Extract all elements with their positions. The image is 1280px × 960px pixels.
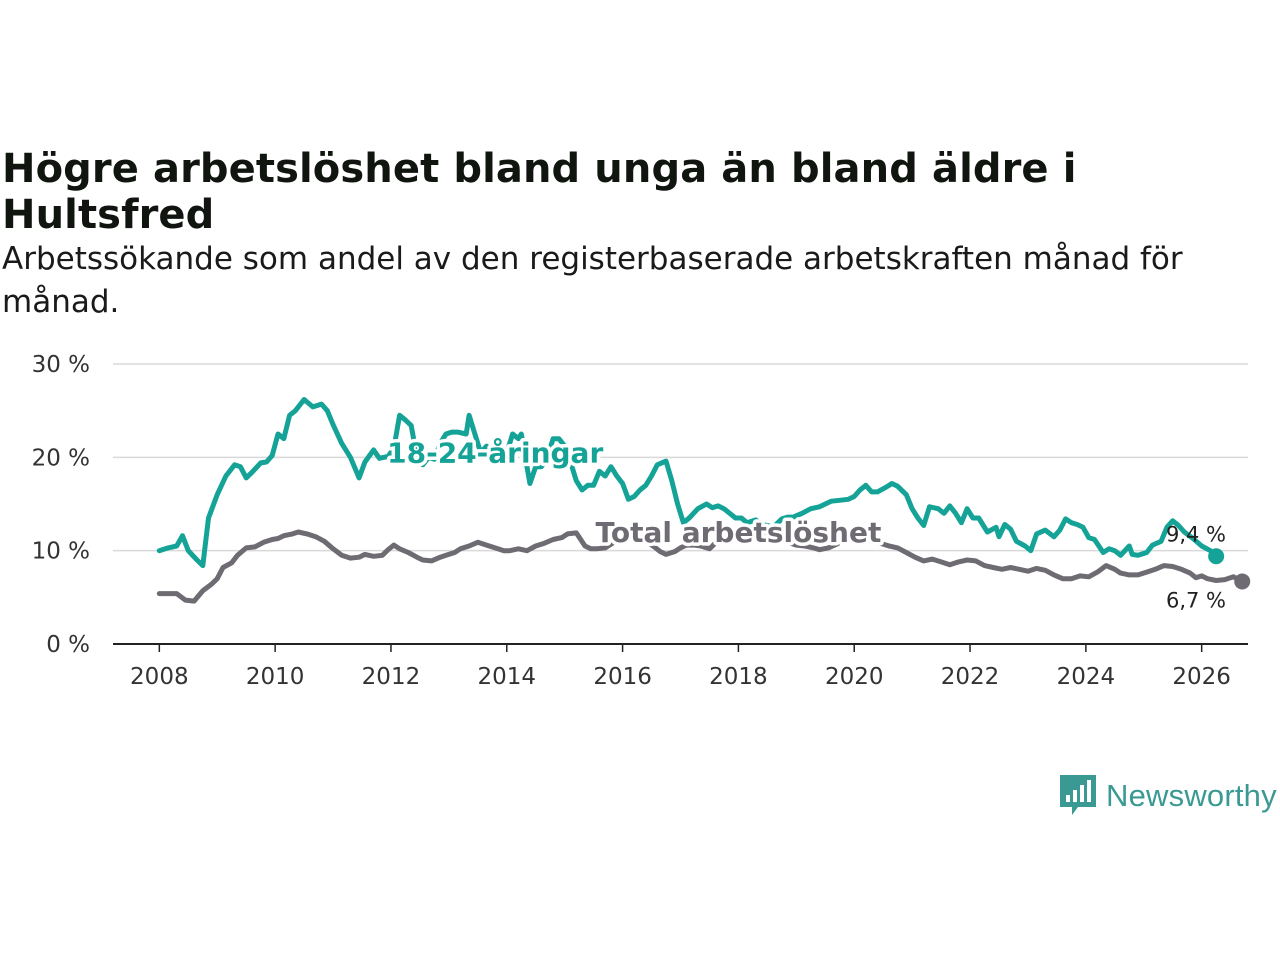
chart-title: Högre arbetslöshet bland unga än bland ä… [2, 146, 1077, 238]
y-tick-label: 20 % [32, 445, 90, 471]
x-tick-label: 2018 [709, 664, 768, 690]
y-tick-label: 0 % [46, 632, 90, 658]
y-tick-label: 10 % [32, 539, 90, 565]
x-tick-label: 2014 [478, 664, 537, 690]
x-tick-label: 2022 [941, 664, 1000, 690]
x-tick-label: 2012 [362, 664, 421, 690]
series-end-dot [1208, 548, 1225, 565]
newsworthy-logo: Newsworthy [1058, 773, 1277, 819]
x-tick-label: 2010 [246, 664, 305, 690]
end-label-total: 6,7 % [1166, 588, 1226, 612]
y-tick-label: 30 % [32, 352, 90, 378]
x-tick-label: 2008 [130, 664, 189, 690]
chart-subtitle: Arbetssökande som andel av den registerb… [2, 241, 1183, 320]
x-tick-label: 2026 [1172, 664, 1231, 690]
end-label-unga: 9,4 % [1166, 522, 1226, 546]
series-labels: 9,4 % 6,7 % 18-24-åringar Total arbetslöshe… [384, 433, 1226, 612]
series-end-dot [1234, 573, 1251, 590]
y-axis-ticks: 0 % 10 % 20 % 30 % [32, 352, 90, 658]
series-line-total [156, 529, 1245, 604]
series-line-unga [156, 397, 1219, 569]
x-tick-label: 2020 [825, 664, 884, 690]
x-tick-label: 2024 [1057, 664, 1116, 690]
series-label-total: Total arbetslöshet [595, 516, 881, 549]
line-chart: 0 % 10 % 20 % 30 % 2008 2010 2012 2014 2016 2018… [32, 352, 1251, 690]
series-label-unga: 18-24-åringar [387, 437, 603, 470]
series-lines [156, 397, 1251, 604]
brand-name: Newsworthy [1106, 778, 1277, 813]
x-tick-label: 2016 [593, 664, 652, 690]
newsworthy-logo-icon [1060, 775, 1096, 815]
x-axis: 2008 2010 2012 2014 2016 2018 2020 2022 2024 2026 [113, 643, 1248, 690]
